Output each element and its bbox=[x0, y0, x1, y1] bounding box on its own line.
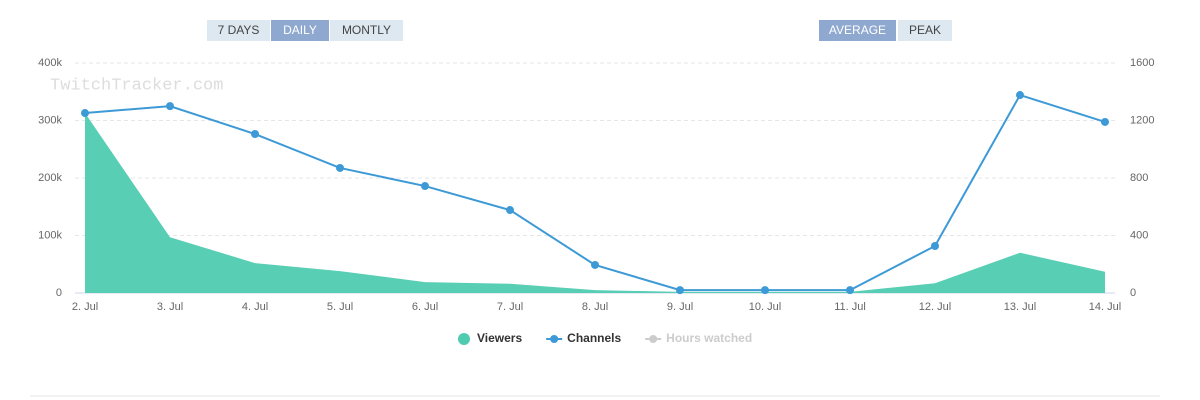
point bbox=[1016, 91, 1024, 100]
watermark: TwitchTracker.com bbox=[50, 76, 223, 95]
point bbox=[676, 286, 684, 295]
x-tick-label: 2. Jul bbox=[72, 301, 98, 313]
mode-button[interactable]: AVERAGE bbox=[819, 20, 896, 41]
point bbox=[931, 241, 939, 250]
point bbox=[761, 286, 769, 295]
point bbox=[1101, 117, 1109, 126]
x-tick-label: 13. Jul bbox=[1004, 301, 1036, 313]
point bbox=[336, 163, 344, 172]
x-tick-label: 10. Jul bbox=[749, 301, 781, 313]
x-tick-label: 14. Jul bbox=[1089, 301, 1121, 313]
mode-button[interactable]: PEAK bbox=[898, 20, 952, 41]
y2-tick-label: 1200 bbox=[1130, 114, 1154, 126]
range-button[interactable]: DAILY bbox=[271, 20, 329, 41]
point bbox=[506, 206, 514, 215]
y-tick-label: 200k bbox=[38, 172, 62, 184]
point bbox=[846, 286, 854, 295]
legend-label: Channels bbox=[567, 331, 621, 345]
legend-symbol bbox=[649, 335, 658, 343]
range-button[interactable]: MONTLY bbox=[330, 20, 403, 41]
y-tick-label: 0 bbox=[56, 287, 62, 299]
y2-tick-label: 400 bbox=[1130, 229, 1148, 241]
point bbox=[251, 130, 259, 139]
legend-label: Viewers bbox=[477, 331, 522, 345]
y-tick-label: 100k bbox=[38, 229, 62, 241]
legend-label: Hours watched bbox=[666, 331, 752, 345]
x-tick-label: 7. Jul bbox=[497, 301, 523, 313]
legend-symbol bbox=[458, 333, 470, 345]
point bbox=[81, 109, 89, 118]
x-tick-label: 5. Jul bbox=[327, 301, 353, 313]
x-tick-label: 9. Jul bbox=[667, 301, 693, 313]
y-tick-label: 300k bbox=[38, 114, 62, 126]
x-tick-label: 3. Jul bbox=[157, 301, 183, 313]
y2-tick-label: 0 bbox=[1130, 287, 1136, 299]
x-tick-label: 6. Jul bbox=[412, 301, 438, 313]
y2-tick-label: 1600 bbox=[1130, 57, 1154, 69]
point bbox=[166, 102, 174, 111]
range-button[interactable]: 7 DAYS bbox=[207, 20, 270, 41]
x-tick-label: 8. Jul bbox=[582, 301, 608, 313]
x-tick-label: 4. Jul bbox=[242, 301, 268, 313]
x-tick-label: 12. Jul bbox=[919, 301, 951, 313]
x-tick-label: 11. Jul bbox=[834, 301, 866, 313]
y2-tick-label: 800 bbox=[1130, 172, 1148, 184]
y-tick-label: 400k bbox=[38, 57, 62, 69]
point bbox=[421, 182, 429, 191]
point bbox=[591, 260, 599, 269]
legend-symbol bbox=[550, 335, 559, 343]
area bbox=[85, 113, 1105, 294]
